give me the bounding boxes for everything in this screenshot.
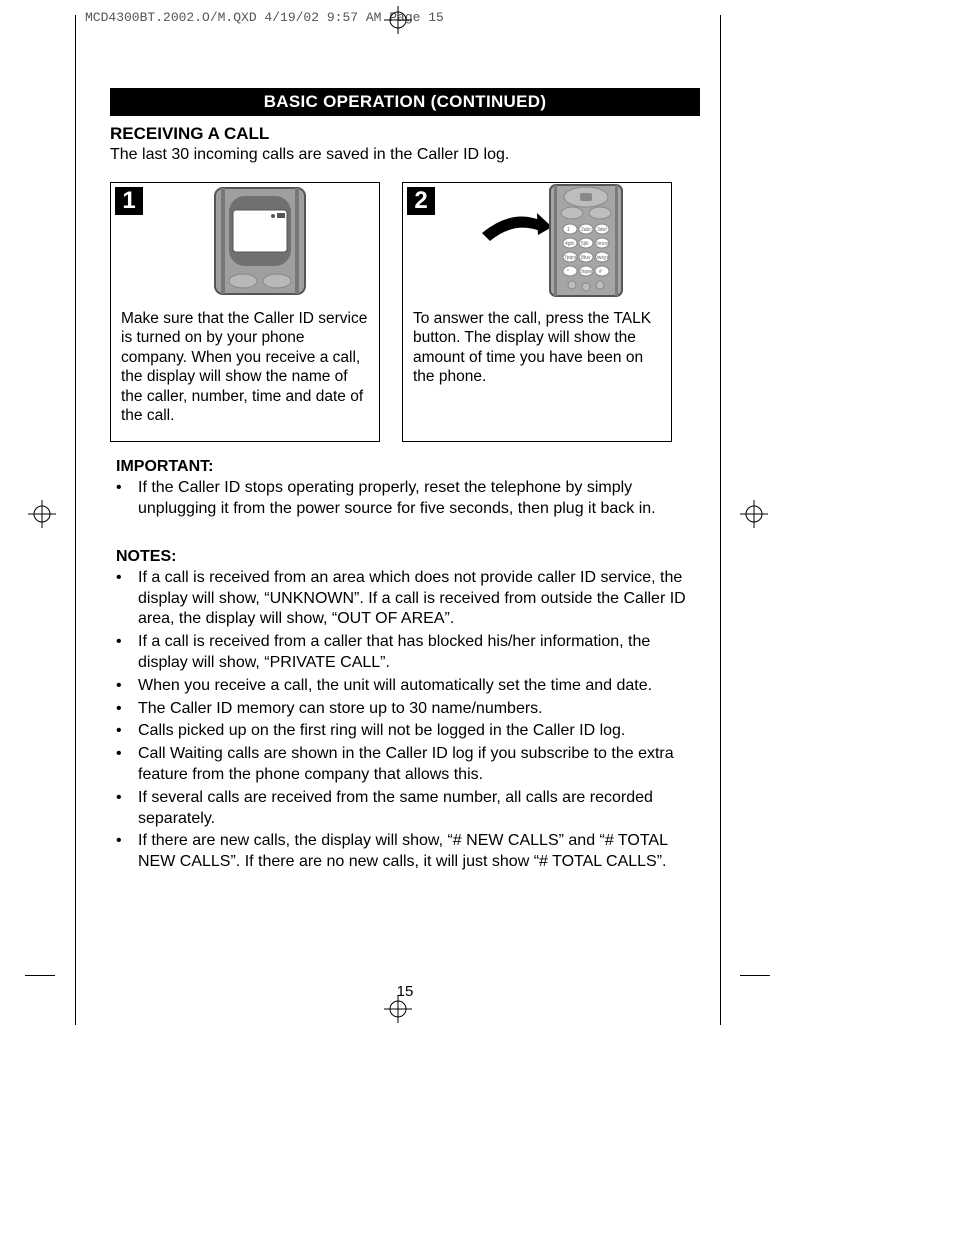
section-title: RECEIVING A CALL	[110, 124, 700, 144]
important-list: • If the Caller ID stops operating prope…	[116, 478, 700, 520]
list-item: •The Caller ID memory can store up to 30…	[116, 699, 700, 720]
crop-line	[720, 15, 721, 1025]
step-box-1: 1	[110, 182, 380, 442]
svg-text:#: #	[599, 269, 602, 275]
section-banner: BASIC OPERATION (CONTINUED)	[110, 88, 700, 116]
svg-text:8tuv: 8tuv	[581, 255, 591, 261]
step-text: Make sure that the Caller ID service is …	[111, 303, 379, 441]
phone-display-icon	[195, 186, 325, 301]
important-title: IMPORTANT:	[116, 458, 700, 476]
bullet-icon: •	[116, 788, 138, 830]
crop-line	[25, 975, 55, 976]
bullet-icon: •	[116, 478, 138, 520]
list-item: •When you receive a call, the unit will …	[116, 676, 700, 697]
page: MCD4300BT.2002.O/M.QXD 4/19/02 9:57 AM P…	[0, 0, 954, 1235]
bullet-icon: •	[116, 831, 138, 873]
bullet-icon: •	[116, 568, 138, 630]
notes-list: •If a call is received from an area whic…	[116, 568, 700, 873]
svg-text:2abc: 2abc	[581, 227, 592, 233]
list-item-text: The Caller ID memory can store up to 30 …	[138, 699, 543, 720]
list-item-text: Call Waiting calls are shown in the Call…	[138, 744, 700, 786]
intro-text: The last 30 incoming calls are saved in …	[110, 146, 700, 164]
list-item: •Calls picked up on the first ring will …	[116, 721, 700, 742]
svg-text:7pqrs: 7pqrs	[564, 255, 577, 261]
step-illustration: 1 2abc 3def 4ghi 5jkl 6mno 7pqrs 8tuv 9w…	[403, 183, 671, 303]
list-item-text: When you receive a call, the unit will a…	[138, 676, 652, 697]
list-item-text: If several calls are received from the s…	[138, 788, 700, 830]
list-item: •If a call is received from a caller tha…	[116, 632, 700, 674]
bullet-icon: •	[116, 632, 138, 674]
bullet-icon: •	[116, 676, 138, 697]
registration-mark-icon	[384, 6, 412, 34]
svg-text:1: 1	[567, 227, 570, 233]
svg-text:6mno: 6mno	[596, 241, 609, 247]
list-item-text: Calls picked up on the first ring will n…	[138, 721, 625, 742]
bullet-icon: •	[116, 699, 138, 720]
list-item: •If a call is received from an area whic…	[116, 568, 700, 630]
page-number: 15	[110, 983, 700, 1000]
list-item-text: If a call is received from an area which…	[138, 568, 700, 630]
step-illustration	[111, 183, 379, 303]
steps-row: 1	[110, 182, 700, 442]
registration-mark-icon	[740, 500, 768, 528]
list-item-text: If a call is received from a caller that…	[138, 632, 700, 674]
important-block: IMPORTANT: • If the Caller ID stops oper…	[110, 458, 700, 520]
content-area: BASIC OPERATION (CONTINUED) RECEIVING A …	[110, 88, 700, 1000]
svg-text:4ghi: 4ghi	[565, 241, 574, 247]
notes-title: NOTES:	[116, 548, 700, 566]
phone-keypad-icon: 1 2abc 3def 4ghi 5jkl 6mno 7pqrs 8tuv 9w…	[472, 183, 632, 303]
svg-text:5jkl: 5jkl	[581, 241, 589, 247]
list-item: •If there are new calls, the display wil…	[116, 831, 700, 873]
notes-block: NOTES: •If a call is received from an ar…	[110, 548, 700, 873]
step-number: 1	[115, 187, 143, 215]
svg-text:0oper: 0oper	[580, 269, 593, 275]
crop-line	[75, 15, 76, 1025]
step-number: 2	[407, 187, 435, 215]
crop-line	[740, 975, 770, 976]
step-text: To answer the call, press the TALK butto…	[403, 303, 671, 403]
svg-text:3def: 3def	[597, 227, 607, 233]
registration-mark-icon	[28, 500, 56, 528]
svg-text:*: *	[567, 269, 569, 275]
list-item-text: If the Caller ID stops operating properl…	[138, 478, 700, 520]
list-item-text: If there are new calls, the display will…	[138, 831, 700, 873]
bullet-icon: •	[116, 744, 138, 786]
list-item: •If several calls are received from the …	[116, 788, 700, 830]
svg-text:9wxyz: 9wxyz	[595, 255, 609, 261]
step-box-2: 2	[402, 182, 672, 442]
bullet-icon: •	[116, 721, 138, 742]
list-item: •Call Waiting calls are shown in the Cal…	[116, 744, 700, 786]
list-item: • If the Caller ID stops operating prope…	[116, 478, 700, 520]
